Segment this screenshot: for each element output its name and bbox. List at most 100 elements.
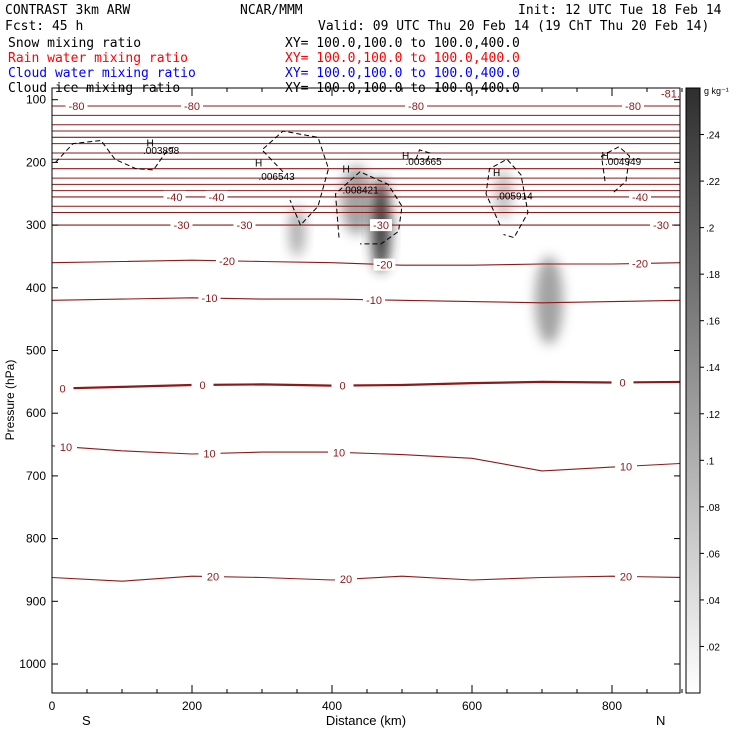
- field-label-snow: Snow mixing ratio: [8, 36, 141, 51]
- extremum-marker-4: H: [493, 168, 500, 179]
- header-model-title: CONTRAST 3km ARW: [5, 3, 130, 18]
- colorbar-tick-label-0: .02: [706, 642, 720, 653]
- isotherm-label--40-2: -40: [632, 192, 648, 204]
- isotherm-label-bg: [331, 379, 354, 392]
- field-label-cloud-water: Cloud water mixing ratio: [8, 66, 196, 81]
- isotherm-label-bg: [622, 99, 644, 112]
- plot-frame: [51, 87, 681, 694]
- isotherm-label-bg: [181, 99, 203, 112]
- colorbar-tick-label-11: .24: [706, 131, 720, 142]
- isotherm-label--20-2: -20: [632, 258, 648, 270]
- isotherm-label-bg: [216, 254, 238, 267]
- isotherm-label-bg: [373, 258, 396, 271]
- extremum-marker-7: H: [584, 41, 591, 52]
- x-tick-label-0: 0: [49, 699, 56, 713]
- colorbar-tick-label-1: .04: [706, 596, 720, 607]
- snow-max-label-4: .005914: [497, 192, 534, 203]
- extremum-marker-8: L: [651, 80, 657, 91]
- isotherm-label-0-1: 0: [199, 380, 205, 392]
- isotherm-label-10-3: 10: [620, 461, 632, 473]
- snow-contour-2: [334, 171, 403, 245]
- colorbar-tick-label-8: .18: [706, 270, 720, 281]
- colorbar-tick-label-2: .06: [706, 549, 720, 560]
- extremum-marker-1: H: [255, 158, 262, 169]
- extremum-label-2: -67.18: [255, 75, 286, 87]
- isotherm-label--30-2: -30: [373, 220, 389, 232]
- snow-max-label-2: .008421: [343, 185, 380, 196]
- isotherm-contours: [52, 105, 680, 582]
- ice-blob-0: [288, 206, 306, 257]
- field-xy-snow: XY= 100.0,100.0 to 100.0,400.0: [285, 36, 520, 51]
- colorbar-tick-label-7: .16: [706, 317, 720, 328]
- isotherm-label-bg: [170, 219, 193, 232]
- field-label-rain: Rain water mixing ratio: [8, 51, 188, 66]
- extremum-marker-6: H: [231, 41, 238, 52]
- isotherm-label--10-0: -10: [202, 293, 218, 305]
- colorbar-tick-label-5: .12: [706, 410, 720, 421]
- y-tick-label-400: 400: [26, 281, 46, 295]
- isotherm-label-bg: [205, 190, 228, 203]
- snow-max-label-1: .006543: [259, 172, 296, 183]
- isotherm-label-bg: [629, 257, 651, 270]
- isotherm--20: [52, 259, 680, 266]
- isotherm-label-20-1: 20: [340, 574, 352, 586]
- isotherm-label-10-2: 10: [333, 447, 345, 459]
- isotherm-label-bg: [615, 570, 637, 583]
- isotherm-label-bg: [615, 460, 637, 473]
- snow-contour-4: [485, 158, 529, 239]
- isotherm-10: [52, 445, 680, 472]
- isotherm-label--30-3: -30: [653, 220, 669, 232]
- field-xy-rain: XY= 100.0,100.0 to 100.0,400.0: [285, 51, 520, 66]
- x-tick-label-400: 400: [322, 699, 342, 713]
- header-center-title: NCAR/MMM: [240, 3, 303, 18]
- isotherm-label-bg: [163, 190, 186, 203]
- isotherm-label--20-0: -20: [219, 256, 235, 268]
- snow-max-label-0: .003898: [143, 146, 180, 157]
- isotherm-label-0-3: 0: [619, 377, 625, 389]
- extremum-marker-0: H: [147, 138, 154, 149]
- colorbar: g kg⁻¹ .02 .04 .06 .08 .1 .12 .14 .16 .18 .2 .22 .2…: [685, 86, 729, 694]
- extremum-label-5: -69.89: [626, 75, 657, 87]
- isotherm-0: [52, 380, 680, 390]
- y-tick-label-1000: 1000: [19, 657, 46, 671]
- x-axis-left-endpoint: S: [82, 713, 91, 728]
- snow-contour-3: [415, 149, 431, 163]
- isotherm-label-bg: [629, 190, 651, 203]
- snow-contour-0: [55, 139, 175, 171]
- isotherm-label-bg: [363, 293, 385, 306]
- isotherm-label-bg: [370, 219, 392, 232]
- isotherm-label--40-0: -40: [167, 192, 183, 204]
- isotherm-label--80-1: -80: [184, 101, 200, 113]
- y-tick-label-500: 500: [26, 344, 46, 358]
- extremum-marker-5: H: [602, 151, 609, 162]
- y-axis-label: Pressure (hPa): [3, 360, 17, 441]
- extremum-label-6: -81.1: [661, 88, 686, 100]
- header-forecast-hour: Fcst: 45 h: [5, 19, 83, 34]
- x-tick-label-600: 600: [462, 699, 482, 713]
- colorbar-tick-label-3: .08: [706, 503, 720, 514]
- snow-max-label-5: .004949: [605, 157, 642, 168]
- isotherm-label-bg: [405, 99, 427, 112]
- y-tick-label-900: 900: [26, 594, 46, 608]
- isotherm-label--10-1: -10: [366, 295, 382, 307]
- field-xy-cloud-water: XY= 100.0,100.0 to 100.0,400.0: [285, 66, 520, 81]
- x-tick-label-800: 800: [602, 699, 622, 713]
- isotherm-label--80-2: -80: [408, 101, 424, 113]
- ice-blob-1: [341, 165, 372, 235]
- snow-contours: [55, 130, 631, 245]
- isotherm-label-0-0: 0: [59, 383, 65, 395]
- y-tick-label-200: 200: [26, 155, 46, 169]
- snow-contour-1: [261, 130, 330, 227]
- x-axis-label: Distance (km): [326, 713, 406, 728]
- isotherm-label-bg: [198, 292, 221, 305]
- isotherm-label-10-1: 10: [203, 448, 215, 460]
- isotherm-label-bg: [202, 570, 224, 583]
- isotherm-label--80-3: -80: [625, 101, 641, 113]
- isotherm-label-20-2: 20: [620, 571, 632, 583]
- isotherm-label-bg: [611, 376, 634, 389]
- colorbar-unit: g kg⁻¹: [704, 86, 729, 96]
- x-axis-right-endpoint: N: [656, 713, 665, 728]
- isotherm-label-bg: [233, 219, 256, 232]
- isotherm-label-0-2: 0: [339, 381, 345, 393]
